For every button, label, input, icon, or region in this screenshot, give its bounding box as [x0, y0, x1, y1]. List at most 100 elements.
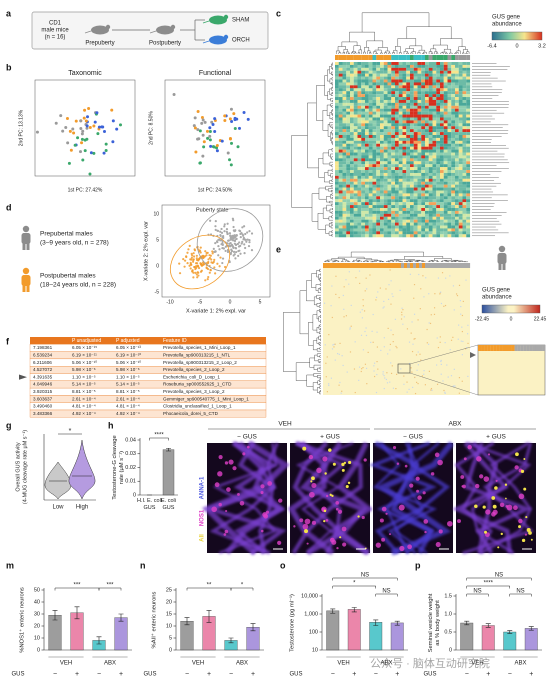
heatmap-cell	[462, 216, 467, 220]
heatmap-cell	[428, 187, 433, 191]
annotation-strip	[371, 263, 375, 268]
heatmap-cell	[413, 181, 418, 185]
scatter-dot	[228, 158, 232, 162]
heatmap-cell	[458, 94, 463, 98]
heatmap-cell	[387, 175, 392, 179]
heatmap-cell	[425, 225, 429, 229]
scatter-dot	[204, 279, 207, 282]
micrograph-cell	[239, 500, 245, 506]
scatter-dot	[208, 126, 212, 130]
heatmap-cell	[357, 193, 362, 197]
heatmap-cell	[390, 329, 392, 331]
heatmap-cell	[421, 102, 426, 106]
heatmap-cell	[462, 79, 467, 83]
heatmap-cell	[417, 143, 422, 147]
heatmap-cell	[376, 219, 381, 223]
heatmap-cell	[361, 175, 366, 179]
scatter-dot	[214, 242, 217, 245]
heatmap-cell	[466, 102, 471, 106]
annotation-strip	[338, 263, 342, 268]
heatmap-cell	[425, 62, 429, 65]
heatmap-cell	[398, 167, 403, 171]
heatmap-cell	[466, 228, 471, 232]
error-bar	[166, 447, 171, 452]
heatmap-cell	[461, 354, 463, 356]
heatmap-cell	[338, 94, 343, 98]
heatmap-cell	[436, 129, 441, 133]
annotation-strip	[353, 55, 358, 60]
heatmap-cell	[409, 273, 411, 275]
heatmap-cell	[391, 91, 396, 95]
annotation-strip	[368, 55, 373, 60]
heatmap-cell	[432, 155, 437, 159]
heatmap-cell	[402, 140, 407, 144]
heatmap-cell	[425, 190, 429, 194]
heatmap-cell	[368, 88, 373, 92]
heatmap-cell	[413, 126, 418, 130]
heatmap-cell	[350, 82, 354, 86]
heatmap-cell	[361, 172, 366, 176]
mouse-icon	[91, 25, 109, 35]
heatmap-cell	[342, 114, 347, 118]
heatmap-cell	[365, 199, 369, 203]
scatter-dot	[243, 252, 246, 255]
heatmap-cell	[398, 135, 403, 138]
heatmap-cell	[425, 143, 429, 147]
heatmap-cell	[361, 231, 366, 235]
heatmap-cell	[346, 161, 351, 165]
scatter-dot	[186, 251, 189, 254]
scatter-dot	[245, 240, 248, 243]
heatmap-cell	[383, 120, 388, 124]
heatmap-cell	[417, 208, 422, 211]
heatmap-cell	[342, 219, 347, 223]
table-cell: Clostridia_unclassified_1_Loop_1	[163, 404, 232, 409]
heatmap-cell	[402, 82, 407, 86]
heatmap-cell	[391, 99, 396, 103]
heatmap-cell	[376, 187, 381, 191]
heatmap-cell	[346, 181, 351, 185]
heatmap-cell	[350, 123, 354, 127]
heatmap-cell	[458, 377, 461, 379]
heatmap-cell	[361, 152, 366, 156]
heatmap-cell	[421, 114, 426, 118]
heatmap-cell	[387, 219, 392, 223]
scatter-dot	[197, 259, 200, 262]
heatmap-cell	[443, 222, 448, 226]
micrograph-cell	[430, 472, 435, 476]
heatmap-cell	[417, 382, 419, 385]
micrograph-cell	[329, 537, 335, 543]
heatmap-cell	[466, 76, 471, 80]
x-tick-label: −	[53, 671, 57, 678]
heatmap-cell	[395, 62, 399, 65]
micrograph-cell	[518, 518, 523, 524]
heatmap-cell	[416, 381, 418, 383]
heatmap-cell	[466, 140, 471, 144]
heatmap-cell	[432, 225, 437, 229]
heatmap-cell	[428, 120, 433, 124]
heatmap-cell	[357, 91, 362, 95]
heatmap-cell	[428, 137, 433, 141]
heatmap-cell	[354, 391, 356, 394]
heatmap-cell	[432, 85, 437, 89]
heatmap-cell	[443, 123, 448, 127]
table-cell: 5.98 × 10⁻⁶	[116, 367, 140, 372]
table-cell: 1.10 × 10⁻⁵	[72, 374, 96, 379]
heatmap-cell	[348, 283, 350, 285]
heatmap-cell	[343, 316, 345, 318]
heatmap-cell	[372, 132, 377, 136]
heatmap-cell	[395, 181, 399, 185]
zoom-line	[409, 372, 479, 396]
heatmap-cell	[443, 82, 448, 86]
heatmap-cell	[447, 193, 452, 197]
scatter-dot	[248, 239, 251, 242]
scatter-dot	[81, 129, 85, 133]
heatmap-cell	[338, 190, 343, 194]
heatmap-cell	[383, 374, 385, 377]
heatmap-cell	[342, 135, 347, 138]
heatmap-cell	[447, 164, 452, 168]
heatmap-cell	[353, 82, 358, 86]
heatmap-cell	[440, 231, 444, 235]
heatmap-cell	[458, 210, 463, 214]
heatmap-cell	[466, 172, 471, 176]
heatmap-cell	[436, 140, 441, 144]
